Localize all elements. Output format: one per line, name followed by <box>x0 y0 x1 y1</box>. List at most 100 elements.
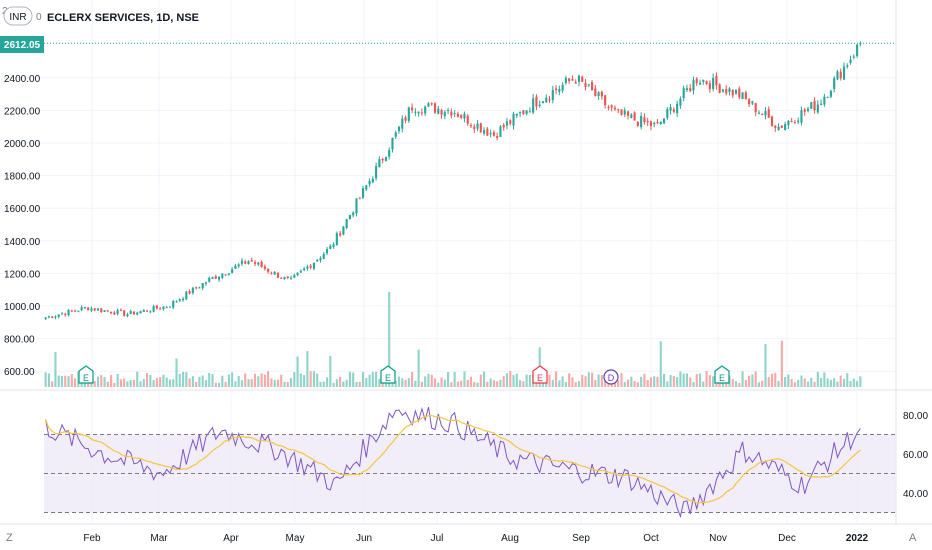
volume-bar <box>676 377 679 387</box>
price-tick-label: 800.00 <box>4 335 35 346</box>
volume-bar <box>653 376 656 387</box>
candle-body <box>355 198 358 214</box>
volume-bar <box>201 375 204 387</box>
volume-bar <box>502 376 505 387</box>
volume-bars <box>44 292 862 387</box>
log-scale-button[interactable]: Z <box>6 532 13 544</box>
candle-body <box>813 100 816 111</box>
volume-bar <box>715 380 718 387</box>
volume-bar <box>695 374 698 387</box>
candle-body <box>188 291 191 294</box>
candle-body <box>106 310 109 312</box>
event-marker-e[interactable]: E <box>380 365 396 384</box>
volume-bar <box>136 371 139 387</box>
volume-bar <box>748 375 751 387</box>
candle-body <box>718 84 721 93</box>
event-marker-e[interactable]: E <box>78 365 94 384</box>
candle-body <box>483 130 486 134</box>
volume-bar <box>185 372 188 387</box>
volume-bar <box>489 378 492 387</box>
volume-bar <box>188 378 191 387</box>
volume-bar <box>293 372 296 387</box>
volume-bar <box>283 381 286 387</box>
candle-body <box>702 79 705 82</box>
candle-body <box>178 299 181 301</box>
volume-bar <box>257 376 260 387</box>
volume-bar <box>155 377 158 387</box>
auto-scale-button[interactable]: A <box>909 532 917 544</box>
candle-body <box>784 124 787 131</box>
currency-badge[interactable] <box>3 6 33 26</box>
volume-bar <box>640 376 643 387</box>
volume-bar <box>790 378 793 387</box>
grid <box>0 0 896 524</box>
candle-body <box>584 82 587 87</box>
volume-bar <box>358 381 361 387</box>
candle-body <box>456 113 459 117</box>
candle-body <box>502 124 505 128</box>
candles <box>44 41 862 321</box>
volume-bar <box>237 376 240 387</box>
axes: 2400.00 2200.00 2000.00 1800.00 1600.00 1400.… <box>4 74 928 544</box>
candle-body <box>401 118 404 129</box>
volume-bar <box>803 378 806 387</box>
volume-bar <box>286 382 289 387</box>
event-marker-letter: E <box>537 373 543 383</box>
candle-body <box>168 306 172 308</box>
volume-bar <box>368 374 371 387</box>
volume-bar <box>280 374 283 387</box>
candle-body <box>361 188 365 198</box>
candle-body <box>132 311 136 315</box>
candle-body <box>253 262 257 264</box>
volume-bar <box>571 377 574 387</box>
candle-body <box>234 265 237 269</box>
price-tick-label: 2200.00 <box>4 106 41 117</box>
volume-bar <box>214 382 217 387</box>
candle-body <box>613 107 617 110</box>
candle-body <box>676 103 679 114</box>
candle-body <box>280 277 283 279</box>
candle-body <box>757 112 760 114</box>
volume-bar <box>626 379 630 387</box>
time-tick-label: Oct <box>643 533 659 544</box>
price-tick-label: 1600.00 <box>4 204 41 215</box>
event-marker-d[interactable]: D <box>603 369 619 385</box>
event-marker-e[interactable]: E <box>532 365 548 384</box>
volume-bar <box>515 373 518 387</box>
volume-bar <box>525 374 528 387</box>
volume-bar <box>440 377 443 387</box>
candle-body <box>87 307 90 311</box>
candle-body <box>231 269 234 273</box>
candle-body <box>512 113 515 126</box>
candle-body <box>633 112 636 121</box>
candle-body <box>509 120 512 124</box>
candle-body <box>368 180 371 185</box>
candle-body <box>764 111 767 116</box>
candle-body <box>136 312 139 315</box>
candle-body <box>201 283 204 289</box>
volume-bar <box>731 379 734 387</box>
candle-body <box>515 113 518 116</box>
volume-bar <box>499 379 502 387</box>
volume-bar <box>577 381 581 387</box>
volume-bar <box>443 379 446 387</box>
event-marker-letter: E <box>719 373 725 383</box>
volume-bar <box>106 381 109 387</box>
candle-body <box>299 270 302 273</box>
event-marker-e[interactable]: E <box>714 365 730 384</box>
volume-bar <box>558 380 561 387</box>
candle-body <box>267 268 270 272</box>
volume-bar <box>829 379 832 387</box>
candle-body <box>555 88 558 91</box>
volume-bar <box>698 373 702 387</box>
candle-body <box>296 272 299 276</box>
candle-body <box>738 88 741 98</box>
symbol-header[interactable]: INR 0 ECLERX SERVICES, 1D, NSE <box>3 6 199 26</box>
candle-body <box>682 87 685 99</box>
candle-body <box>751 101 754 104</box>
candle-body <box>181 298 185 301</box>
candle-body <box>754 103 757 113</box>
volume-bar <box>113 382 116 387</box>
